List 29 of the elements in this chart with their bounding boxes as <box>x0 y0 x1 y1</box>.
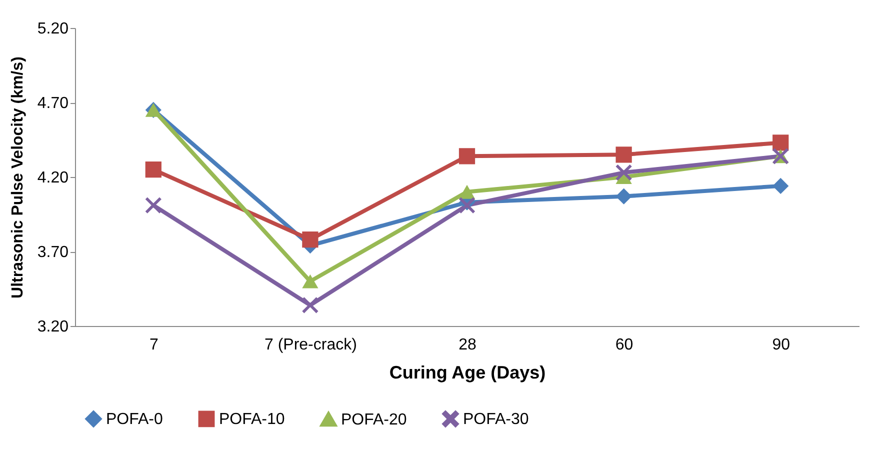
point <box>616 188 632 204</box>
point <box>302 274 318 288</box>
legend-label: POFA-0 <box>106 410 164 428</box>
point <box>145 161 162 178</box>
y-tick-label: 4.70 <box>37 95 69 112</box>
point <box>772 178 789 194</box>
point <box>616 146 632 163</box>
point <box>458 148 476 164</box>
point <box>145 197 162 214</box>
point <box>772 134 789 151</box>
x-tick-label: 7 (Pre-crack) <box>264 336 357 354</box>
x-tick-label: 7 <box>149 336 158 354</box>
x-axis-title: Curing Age (Days) <box>389 362 546 382</box>
point <box>458 184 476 199</box>
y-tick-label: 3.70 <box>37 244 69 261</box>
y-axis-title: Ultrasonic Pulse Velocity (km/s) <box>9 56 26 298</box>
x-tick-label: 60 <box>615 336 634 354</box>
x-tick-label: 28 <box>458 336 476 354</box>
point <box>616 164 632 181</box>
y-tick-label: 3.20 <box>37 318 69 336</box>
point <box>458 197 476 214</box>
x-tick-label: 90 <box>772 336 790 354</box>
point <box>302 232 318 248</box>
y-tick-label: 5.20 <box>37 20 69 38</box>
point <box>302 297 318 314</box>
y-tick-label: 4.20 <box>37 170 69 186</box>
legend-label: POFA-10 <box>219 410 285 428</box>
legend-label: POFA-20 <box>341 411 407 428</box>
legend-label: POFA-30 <box>463 410 529 428</box>
